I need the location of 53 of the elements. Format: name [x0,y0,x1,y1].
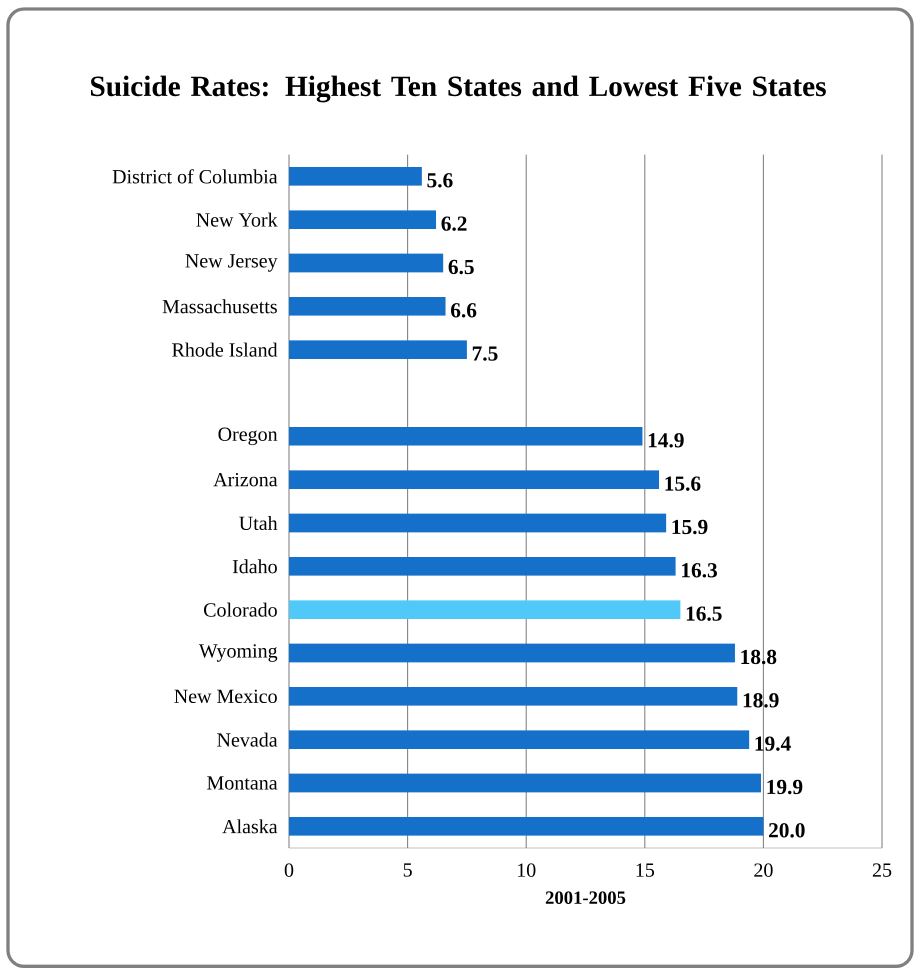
y-tick-label: Arizona [213,472,278,486]
data-label: 18.8 [741,650,776,664]
data-label: 6.6 [451,303,476,318]
y-tick-label: Wyoming [198,644,278,662]
data-label: 14.9 [648,433,684,448]
y-tick-label: New Mexico [174,690,277,704]
data-label: 16.5 [686,606,722,621]
y-tick-label: Montana [207,776,278,790]
bar [289,730,750,750]
bar [289,557,676,576]
y-tick-label: Alaska [222,819,278,834]
bar [289,514,666,532]
y-tick-label: Oregon [218,428,278,446]
x-tick-label: 5 [404,863,412,877]
y-tick-label: Utah [239,516,278,530]
y-tick-label: Nevada [217,732,278,747]
chart-title: Suicide Rates: Highest Ten States and Lowest Five States [91,76,826,102]
bar [289,427,642,446]
data-label: 20.0 [769,823,805,838]
y-tick-label: Massachusetts [162,299,277,314]
x-tick-label: 0 [284,863,294,877]
x-tick-label: 10 [518,863,536,877]
bar [289,600,680,620]
bar [289,296,446,316]
bar [289,166,422,186]
bar [289,644,735,662]
y-tick-label: Idaho [232,559,277,574]
bar [289,254,444,272]
data-label: 19.4 [756,736,791,751]
y-tick-label: New Jersey [185,254,278,272]
bar [289,470,660,489]
bar [289,340,467,359]
data-label: 15.6 [665,476,700,491]
data-label: 15.9 [672,520,708,534]
data-label: 5.6 [427,173,453,188]
y-tick-label: Rhode Island [172,342,278,357]
bar [289,774,762,792]
data-label: 6.5 [448,260,474,274]
x-tick-label: 20 [754,863,773,877]
bar [289,687,738,706]
x-axis-title: 2001-2005 [546,891,626,904]
x-tick-label: 25 [872,863,892,877]
data-label: 18.9 [744,693,779,708]
x-tick-label: 15 [636,863,654,877]
bar [289,817,764,836]
data-label: 16.3 [682,563,717,578]
y-tick-label: District of Columbia [112,169,278,184]
y-tick-label: New York [196,212,278,227]
y-tick-label: Colorado [204,602,277,617]
data-label: 7.5 [472,346,498,361]
data-label: 6.2 [442,216,467,231]
bar [289,210,436,229]
data-label: 19.9 [767,780,802,794]
